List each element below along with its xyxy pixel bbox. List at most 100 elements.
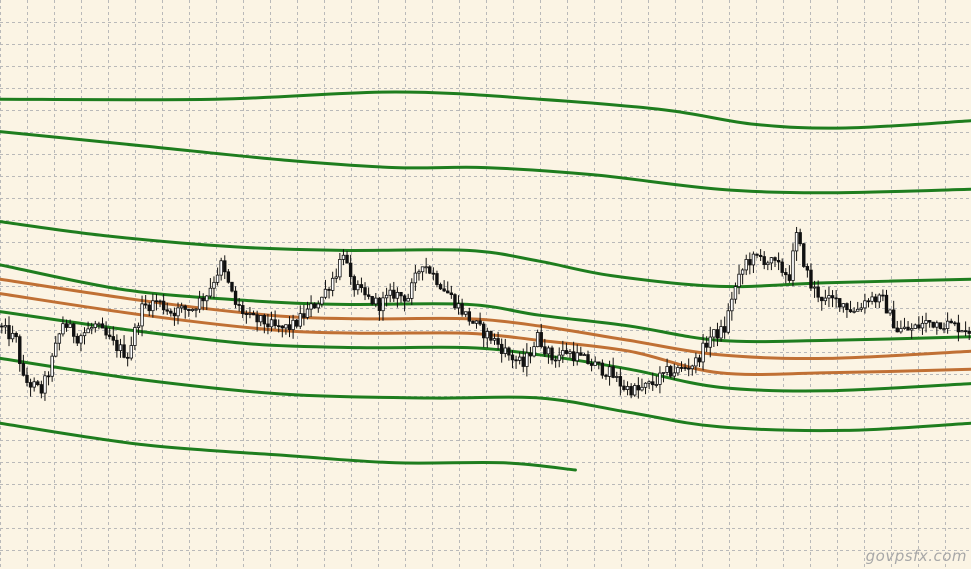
- candle-body: [248, 312, 252, 315]
- candle-body: [0, 325, 4, 328]
- candle-body: [546, 347, 551, 355]
- candle-body: [873, 296, 878, 303]
- candle-body: [190, 308, 195, 311]
- candle-body: [129, 345, 133, 359]
- candle-body: [32, 381, 36, 388]
- candle-body: [64, 323, 69, 328]
- candle-body: [39, 384, 44, 394]
- candle-body: [798, 232, 802, 245]
- candle-body: [93, 323, 98, 328]
- candle-body: [597, 361, 601, 364]
- candle-body: [158, 300, 162, 303]
- candle-body: [302, 313, 306, 318]
- candle-body: [564, 350, 569, 354]
- candle-body: [953, 322, 957, 325]
- candle-body: [435, 273, 439, 285]
- candle-body: [888, 309, 892, 314]
- candle-body: [97, 323, 101, 326]
- candle-body: [399, 291, 403, 297]
- candle-body: [859, 307, 864, 310]
- candle-body: [517, 356, 522, 361]
- candle-body: [165, 309, 169, 312]
- candle-body: [661, 372, 666, 374]
- candle-body: [600, 362, 605, 376]
- candle-body: [169, 310, 173, 314]
- candle-body: [841, 303, 846, 308]
- candle-body: [514, 359, 518, 362]
- candle-body: [244, 313, 249, 315]
- candle-body: [348, 262, 353, 277]
- candle-body: [838, 298, 842, 308]
- candle-body: [852, 310, 856, 313]
- candle-body: [154, 300, 159, 303]
- candle-body: [79, 335, 83, 344]
- candle-body: [967, 330, 971, 334]
- candle-body: [730, 298, 734, 312]
- candle-body: [3, 325, 8, 328]
- candle-body: [535, 332, 540, 348]
- band-line-g_bot_3: [0, 421, 577, 472]
- candle-body: [464, 311, 468, 315]
- candle-body: [262, 315, 267, 325]
- candle-body: [68, 323, 72, 328]
- candle-body: [945, 320, 950, 329]
- candle-body: [359, 284, 364, 289]
- candle-body: [870, 296, 874, 302]
- candle-body: [323, 288, 328, 298]
- candle-body: [679, 367, 684, 369]
- watermark-text: govpsfx.com: [865, 547, 967, 565]
- candle-body: [651, 381, 655, 386]
- candle-body: [233, 290, 238, 305]
- candle-body: [654, 384, 659, 386]
- candle-body: [935, 322, 939, 328]
- candle-body: [140, 303, 144, 327]
- candle-body: [50, 355, 54, 377]
- candle-body: [294, 319, 299, 327]
- candle-body: [179, 305, 184, 309]
- candle-body: [86, 328, 90, 334]
- candle-body: [586, 354, 590, 364]
- candle-body: [298, 313, 302, 327]
- candle-body: [125, 356, 130, 359]
- candle-body: [147, 304, 151, 312]
- candle-body: [895, 327, 899, 333]
- candle-body: [485, 331, 489, 339]
- candle-body: [269, 319, 274, 328]
- candle-body: [507, 347, 511, 356]
- candle-body: [449, 292, 454, 296]
- candle-body: [460, 303, 464, 315]
- candle-body: [446, 290, 450, 294]
- candle-body: [521, 356, 525, 367]
- candle-body: [571, 351, 576, 362]
- candle-body: [881, 294, 885, 297]
- candle-body: [334, 276, 338, 279]
- candle-body: [230, 281, 234, 292]
- candle-body: [104, 327, 108, 336]
- candle-body: [161, 300, 166, 311]
- candle-body: [388, 289, 392, 296]
- candle-body: [794, 232, 799, 252]
- candle-body: [499, 343, 504, 354]
- candle-body: [856, 308, 860, 312]
- candle-body: [413, 272, 418, 284]
- candle-body: [726, 310, 730, 333]
- candle-body: [669, 366, 673, 377]
- candle-body: [61, 323, 65, 335]
- candle-body: [54, 342, 58, 357]
- candle-body: [309, 303, 313, 310]
- candle-body: [370, 296, 374, 305]
- candle-body: [111, 336, 115, 341]
- candle-body: [917, 324, 921, 329]
- candle-body: [830, 295, 835, 299]
- candle-body: [787, 274, 792, 281]
- candle-body: [330, 277, 335, 291]
- candle-body: [636, 385, 641, 391]
- candle-body: [151, 300, 155, 312]
- candle-body: [183, 305, 187, 310]
- candle-body: [442, 288, 446, 292]
- candle-body: [255, 314, 259, 323]
- candle-body: [827, 295, 831, 299]
- candle-body: [43, 375, 47, 394]
- candle-body: [740, 269, 745, 275]
